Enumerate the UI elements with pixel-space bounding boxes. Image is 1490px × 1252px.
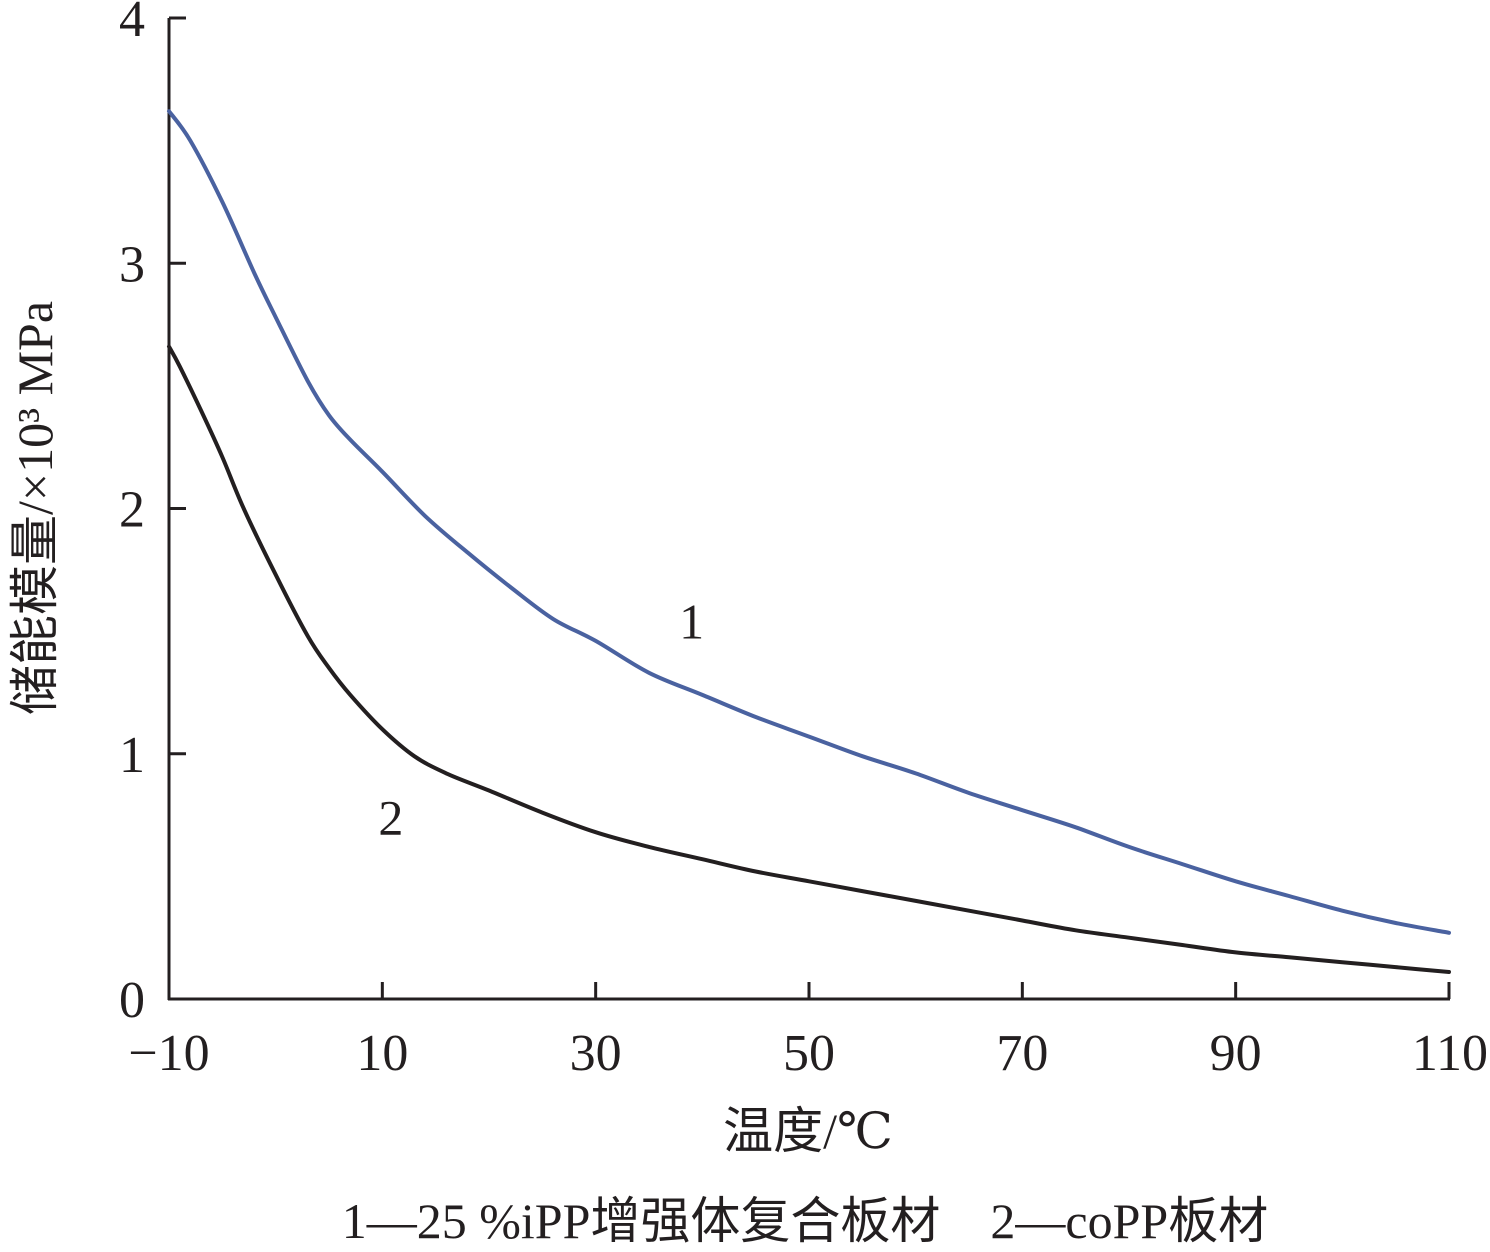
chart-axes	[167, 18, 1450, 1001]
curve-labels: 12	[378, 593, 704, 845]
series-line-2	[167, 344, 1451, 974]
y-ticks: 0 1 2 3 4	[119, 0, 186, 1029]
x-tick-label: 50	[783, 1025, 835, 1082]
chart-series	[167, 109, 1451, 974]
curve-label-2: 2	[378, 790, 403, 846]
y-tick-label: 1	[119, 727, 145, 784]
curve-label-1: 1	[679, 593, 704, 649]
y-tick-label: 4	[119, 0, 145, 48]
series-line-1	[167, 109, 1451, 935]
x-tick-label: −10	[128, 1025, 209, 1082]
x-ticks: −10 10 30 50 70 90 110	[128, 982, 1488, 1082]
x-tick-label: 10	[356, 1025, 408, 1082]
x-tick-label: 30	[570, 1025, 622, 1082]
y-tick-label: 3	[119, 236, 145, 293]
y-axis-title: 储能模量/×10³ MPa	[7, 301, 63, 715]
x-tick-label: 70	[996, 1025, 1048, 1082]
x-axis-title: 温度/℃	[723, 1103, 893, 1159]
y-tick-label: 0	[119, 972, 145, 1029]
x-tick-label: 90	[1210, 1025, 1262, 1082]
y-tick-label: 2	[119, 482, 145, 539]
x-tick-label: 110	[1412, 1025, 1488, 1082]
chart-caption: 1—25 %iPP增强体复合板材 2—coPP板材	[342, 1193, 1268, 1249]
